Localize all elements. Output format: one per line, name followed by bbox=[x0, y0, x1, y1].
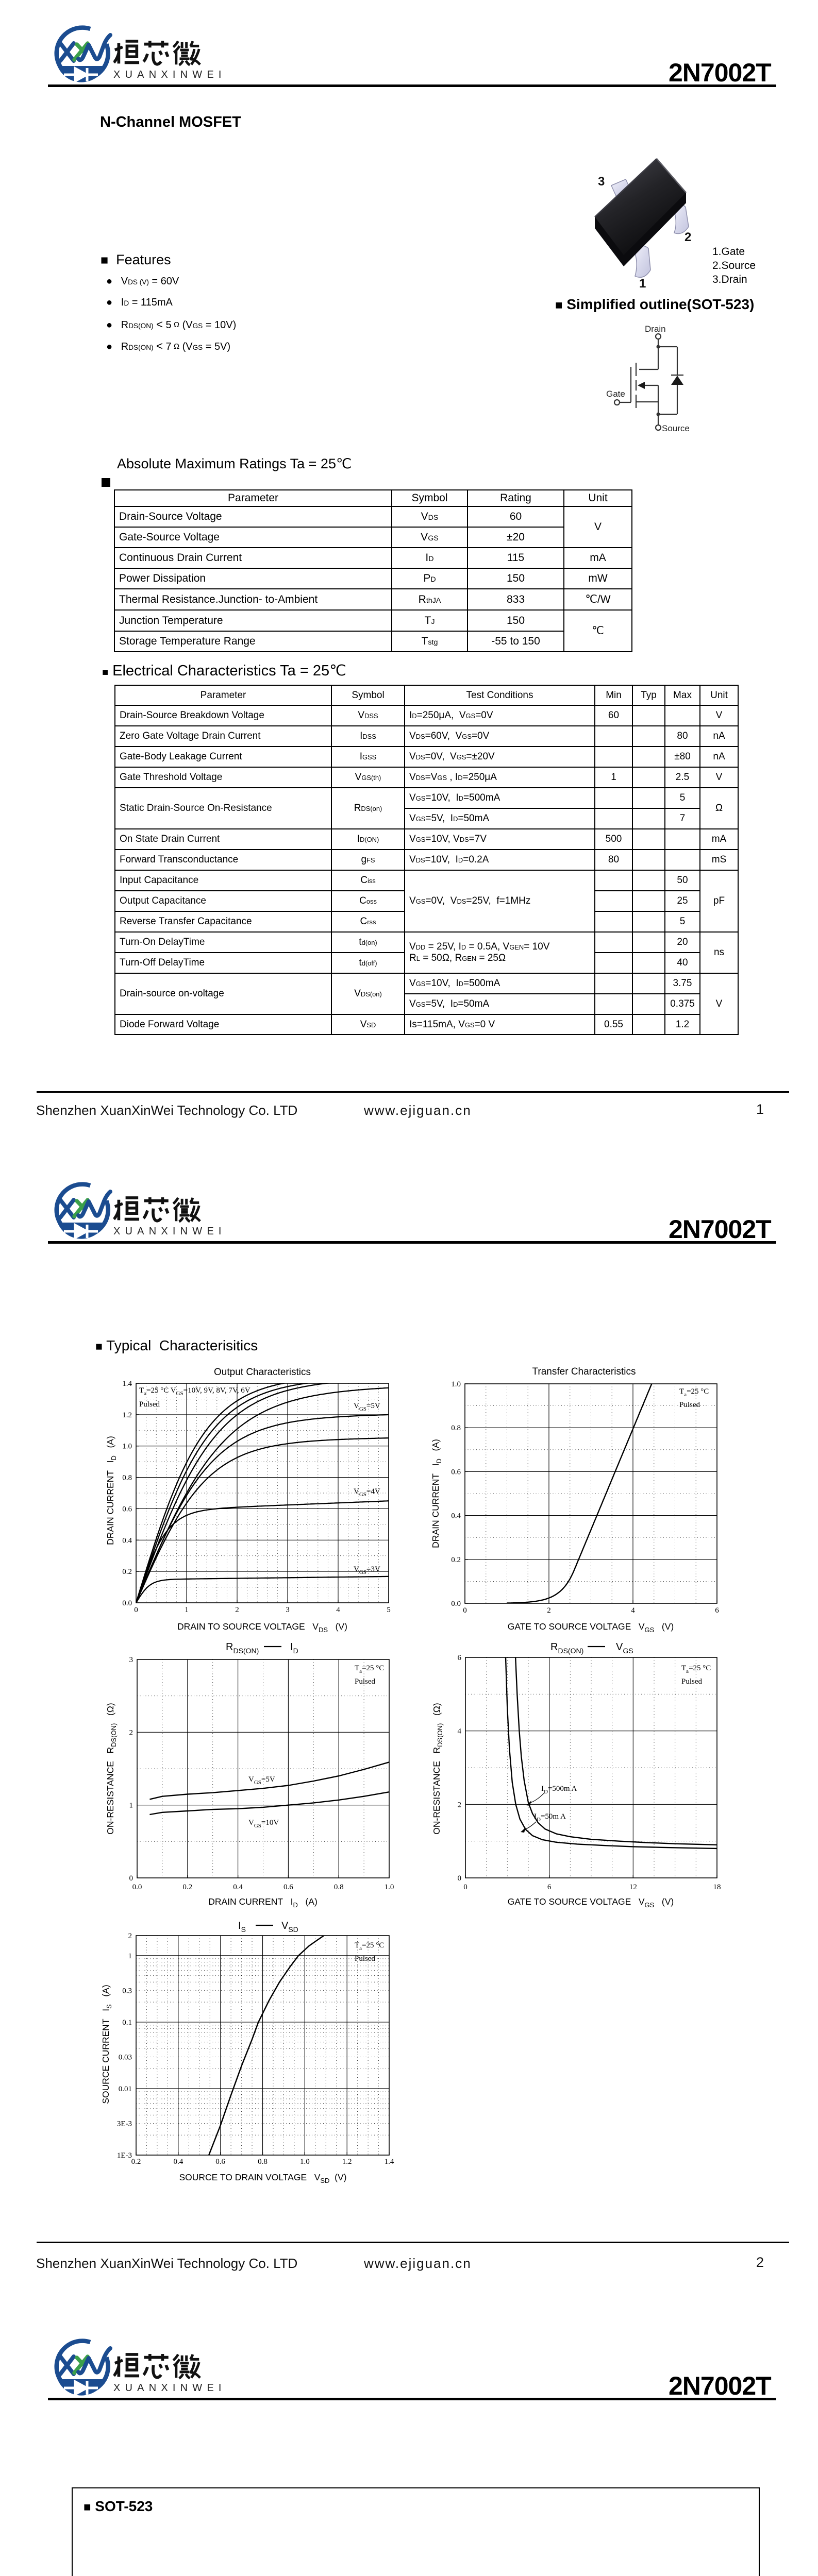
svg-text:VGS=5V: VGS=5V bbox=[354, 1402, 380, 1412]
svg-text:Pulsed: Pulsed bbox=[355, 1677, 376, 1686]
svg-text:2: 2 bbox=[685, 230, 691, 244]
svg-text:Source: Source bbox=[662, 423, 690, 433]
svg-text:1.4: 1.4 bbox=[122, 1380, 132, 1388]
svg-text:0.2: 0.2 bbox=[131, 2158, 141, 2166]
svg-text:0.1: 0.1 bbox=[122, 2019, 132, 2027]
svg-text:1.4: 1.4 bbox=[385, 2158, 394, 2166]
svg-text:4: 4 bbox=[631, 1606, 635, 1615]
svg-text:VGS=10V: VGS=10V bbox=[248, 1819, 279, 1829]
svg-text:Gate: Gate bbox=[606, 389, 625, 399]
svg-text:0.6: 0.6 bbox=[122, 1505, 132, 1513]
svg-text:VGS=4V: VGS=4V bbox=[354, 1487, 380, 1498]
svg-text:0.4: 0.4 bbox=[173, 2158, 183, 2166]
svg-text:Pulsed: Pulsed bbox=[139, 1400, 160, 1409]
svg-text:2: 2 bbox=[235, 1606, 239, 1614]
svg-text:4: 4 bbox=[336, 1606, 340, 1614]
svg-text:0.6: 0.6 bbox=[283, 1883, 293, 1891]
svg-text:4: 4 bbox=[458, 1727, 462, 1736]
svg-text:0: 0 bbox=[463, 1883, 468, 1891]
svg-text:0.8: 0.8 bbox=[122, 1474, 132, 1482]
svg-text:GATE TO SOURCE VOLTAGE VGS: GATE TO SOURCE VOLTAGE VGS (V) bbox=[508, 1621, 674, 1634]
svg-text:1: 1 bbox=[185, 1606, 189, 1614]
svg-text:0.2: 0.2 bbox=[122, 1568, 132, 1576]
svg-text:SOURCE TO DRAIN VOLTAGE VSD: SOURCE TO DRAIN VOLTAGE VSD (V) bbox=[179, 2172, 346, 2184]
svg-text:Ta=25 °C VGS=10V, 9V, 8V, 7V,: Ta=25 °C VGS=10V, 9V, 8V, 7V, 6V bbox=[139, 1386, 251, 1397]
svg-text:0.03: 0.03 bbox=[119, 2053, 132, 2061]
svg-text:Pulsed: Pulsed bbox=[681, 1677, 703, 1686]
svg-text:0.0: 0.0 bbox=[122, 1599, 132, 1607]
svg-text:1.2: 1.2 bbox=[122, 1411, 132, 1419]
svg-text:Ta=25 °C: Ta=25 °C bbox=[355, 1664, 384, 1674]
svg-text:ID=50m A: ID=50m A bbox=[534, 1812, 566, 1823]
svg-text:1.0: 1.0 bbox=[385, 1883, 394, 1891]
svg-text:0.8: 0.8 bbox=[451, 1424, 461, 1432]
svg-text:2: 2 bbox=[129, 1728, 133, 1737]
svg-text:Ta=25 °C: Ta=25 °C bbox=[355, 1941, 384, 1952]
svg-text:VGS: VGS bbox=[616, 1641, 633, 1655]
svg-text:0.0: 0.0 bbox=[451, 1600, 461, 1608]
svg-text:Pulsed: Pulsed bbox=[355, 1955, 376, 1963]
svg-text:GATE TO SOURCE VOLTAGE VGS: GATE TO SOURCE VOLTAGE VGS (V) bbox=[508, 1896, 674, 1909]
svg-text:0.6: 0.6 bbox=[215, 2158, 225, 2166]
svg-text:Pulsed: Pulsed bbox=[679, 1401, 700, 1409]
svg-text:6: 6 bbox=[547, 1883, 552, 1891]
svg-text:RDS(ON): RDS(ON) bbox=[550, 1641, 583, 1655]
svg-text:Ta=25 °C: Ta=25 °C bbox=[679, 1387, 709, 1398]
svg-text:3E-3: 3E-3 bbox=[117, 2120, 132, 2128]
svg-text:ID=500m A: ID=500m A bbox=[541, 1785, 577, 1795]
svg-text:1: 1 bbox=[128, 1952, 132, 1960]
svg-text:5: 5 bbox=[387, 1606, 391, 1614]
svg-text:1E-3: 1E-3 bbox=[117, 2151, 132, 2160]
svg-text:3: 3 bbox=[286, 1606, 290, 1614]
svg-text:1.0: 1.0 bbox=[451, 1380, 461, 1388]
svg-text:12: 12 bbox=[629, 1883, 637, 1891]
svg-text:Ta=25 °C: Ta=25 °C bbox=[681, 1664, 711, 1674]
svg-text:Transfer Characteristics: Transfer Characteristics bbox=[532, 1366, 636, 1377]
svg-text:0.8: 0.8 bbox=[334, 1883, 344, 1891]
svg-text:0: 0 bbox=[458, 1874, 462, 1883]
svg-text:2: 2 bbox=[458, 1801, 462, 1809]
svg-text:1.0: 1.0 bbox=[300, 2158, 310, 2166]
svg-text:ID: ID bbox=[290, 1641, 298, 1655]
svg-text:3: 3 bbox=[598, 175, 605, 189]
svg-text:ON-RESISTANCE RDS(ON) (Ω): ON-RESISTANCE RDS(ON) (Ω) bbox=[431, 1703, 444, 1834]
svg-text:DRAIN CURRENT ID (A): DRAIN CURRENT ID (A) bbox=[208, 1896, 318, 1909]
svg-text:DRAIN CURRENT ID (A): DRAIN CURRENT ID (A) bbox=[105, 1436, 118, 1545]
svg-text:0.2: 0.2 bbox=[451, 1556, 461, 1564]
svg-text:0.0: 0.0 bbox=[132, 1883, 142, 1891]
svg-text:RDS(ON): RDS(ON) bbox=[226, 1641, 259, 1655]
svg-text:SOURCE CURRENT IS (A): SOURCE CURRENT IS (A) bbox=[101, 1985, 113, 2104]
svg-text:IS: IS bbox=[238, 1920, 246, 1934]
svg-text:DRAIN TO SOURCE VOLTAGE VDS: DRAIN TO SOURCE VOLTAGE VDS (V) bbox=[177, 1621, 347, 1634]
svg-text:0.2: 0.2 bbox=[182, 1883, 192, 1891]
svg-text:0: 0 bbox=[134, 1606, 138, 1614]
svg-text:6: 6 bbox=[458, 1654, 462, 1662]
svg-text:VSD: VSD bbox=[281, 1920, 298, 1934]
svg-text:0.3: 0.3 bbox=[122, 1987, 132, 1995]
svg-text:1.0: 1.0 bbox=[122, 1443, 132, 1451]
svg-text:VGS=3V: VGS=3V bbox=[354, 1565, 380, 1575]
svg-text:6: 6 bbox=[715, 1606, 719, 1615]
svg-text:0.4: 0.4 bbox=[122, 1536, 132, 1545]
svg-text:Drain: Drain bbox=[645, 324, 666, 334]
svg-text:1: 1 bbox=[129, 1802, 133, 1810]
svg-text:DRAIN CURRENT ID (A): DRAIN CURRENT ID (A) bbox=[430, 1439, 443, 1548]
svg-text:0.6: 0.6 bbox=[451, 1468, 461, 1476]
svg-text:0.8: 0.8 bbox=[258, 2158, 268, 2166]
svg-text:0.4: 0.4 bbox=[233, 1883, 243, 1891]
svg-text:0.4: 0.4 bbox=[451, 1512, 461, 1520]
svg-text:ON-RESISTANCE RDS(ON) (Ω): ON-RESISTANCE RDS(ON) (Ω) bbox=[105, 1703, 118, 1834]
svg-text:1.2: 1.2 bbox=[342, 2158, 352, 2166]
svg-text:0.01: 0.01 bbox=[119, 2085, 132, 2093]
svg-text:3: 3 bbox=[129, 1656, 133, 1664]
svg-text:1: 1 bbox=[639, 277, 646, 291]
svg-text:0: 0 bbox=[129, 1874, 133, 1883]
svg-text:2: 2 bbox=[547, 1606, 551, 1615]
svg-text:18: 18 bbox=[713, 1883, 721, 1891]
svg-text:Output Characteristics: Output Characteristics bbox=[214, 1367, 311, 1378]
svg-text:2: 2 bbox=[128, 1932, 132, 1940]
svg-text:VGS=5V: VGS=5V bbox=[248, 1775, 275, 1786]
svg-text:0: 0 bbox=[463, 1606, 467, 1615]
